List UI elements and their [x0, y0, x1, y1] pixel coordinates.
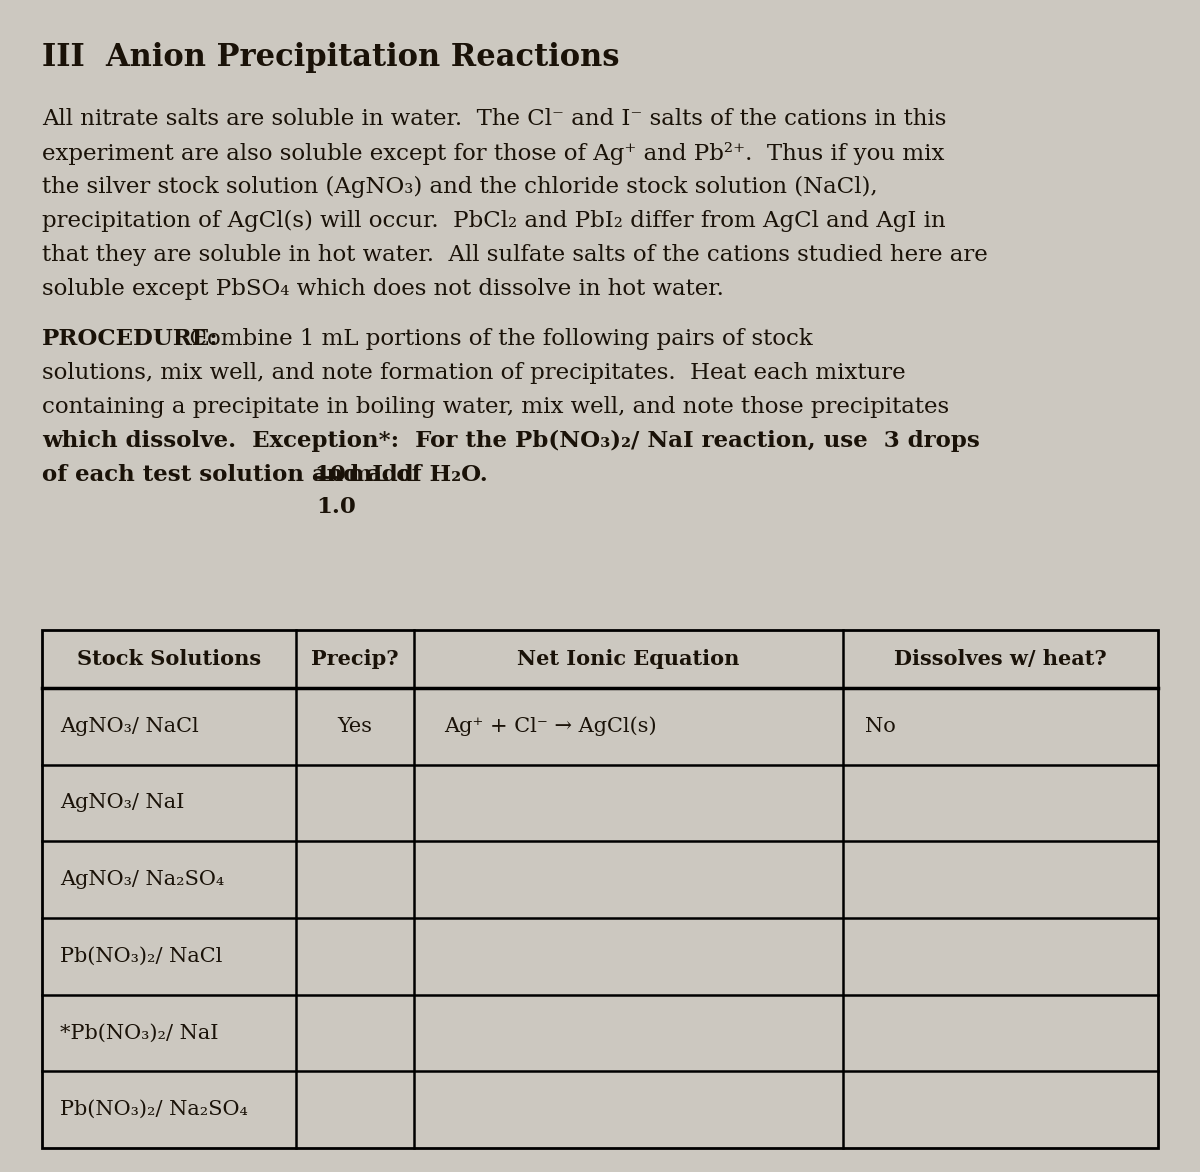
Bar	[42, 631, 1158, 1149]
Text: Net Ionic Equation: Net Ionic Equation	[517, 649, 739, 669]
Text: *Pb(NO₃)₂/ NaI: *Pb(NO₃)₂/ NaI	[60, 1023, 218, 1043]
Text: of each test solution and add: of each test solution and add	[42, 464, 421, 486]
Text: that they are soluble in hot water.  All sulfate salts of the cations studied he: that they are soluble in hot water. All …	[42, 244, 988, 266]
Text: precipitation of AgCl(s) will occur.  PbCl₂ and PbI₂ differ from AgCl and AgI in: precipitation of AgCl(s) will occur. PbC…	[42, 210, 946, 232]
Text: 10: 10	[314, 464, 346, 486]
Text: III  Anion Precipitation Reactions: III Anion Precipitation Reactions	[42, 42, 619, 73]
Text: Combine 1 mL portions of the following pairs of stock: Combine 1 mL portions of the following p…	[175, 328, 812, 350]
Text: AgNO₃/ NaCl: AgNO₃/ NaCl	[60, 717, 198, 736]
Text: AgNO₃/ NaI: AgNO₃/ NaI	[60, 793, 184, 812]
Text: Pb(NO₃)₂/ Na₂SO₄: Pb(NO₃)₂/ Na₂SO₄	[60, 1101, 247, 1119]
Text: Yes: Yes	[337, 717, 372, 736]
Text: solutions, mix well, and note formation of precipitates.  Heat each mixture: solutions, mix well, and note formation …	[42, 362, 906, 384]
Text: 1.0: 1.0	[316, 496, 356, 518]
Text: All nitrate salts are soluble in water.  The Cl⁻ and I⁻ salts of the cations in : All nitrate salts are soluble in water. …	[42, 108, 947, 130]
Text: mL of H₂O.: mL of H₂O.	[340, 464, 487, 486]
Text: AgNO₃/ Na₂SO₄: AgNO₃/ Na₂SO₄	[60, 870, 224, 890]
Text: PROCEDURE:: PROCEDURE:	[42, 328, 218, 350]
Text: containing a precipitate in boiling water, mix well, and note those precipitates: containing a precipitate in boiling wate…	[42, 396, 949, 418]
Text: Precip?: Precip?	[311, 649, 398, 669]
Text: No: No	[865, 717, 896, 736]
Text: Pb(NO₃)₂/ NaCl: Pb(NO₃)₂/ NaCl	[60, 947, 222, 966]
Text: experiment are also soluble except for those of Ag⁺ and Pb²⁺.  Thus if you mix: experiment are also soluble except for t…	[42, 142, 944, 165]
Text: the silver stock solution (AgNO₃) and the chloride stock solution (NaCl),: the silver stock solution (AgNO₃) and th…	[42, 176, 877, 198]
Text: Dissolves w/ heat?: Dissolves w/ heat?	[894, 649, 1108, 669]
Text: Stock Solutions: Stock Solutions	[77, 649, 262, 669]
Text: Ag⁺ + Cl⁻ → AgCl(s): Ag⁺ + Cl⁻ → AgCl(s)	[444, 716, 656, 736]
Text: soluble except PbSO₄ which does not dissolve in hot water.: soluble except PbSO₄ which does not diss…	[42, 278, 724, 300]
Text: which dissolve.  Exception*:  For the Pb(NO₃)₂/ NaI reaction, use  3 drops: which dissolve. Exception*: For the Pb(N…	[42, 430, 980, 452]
